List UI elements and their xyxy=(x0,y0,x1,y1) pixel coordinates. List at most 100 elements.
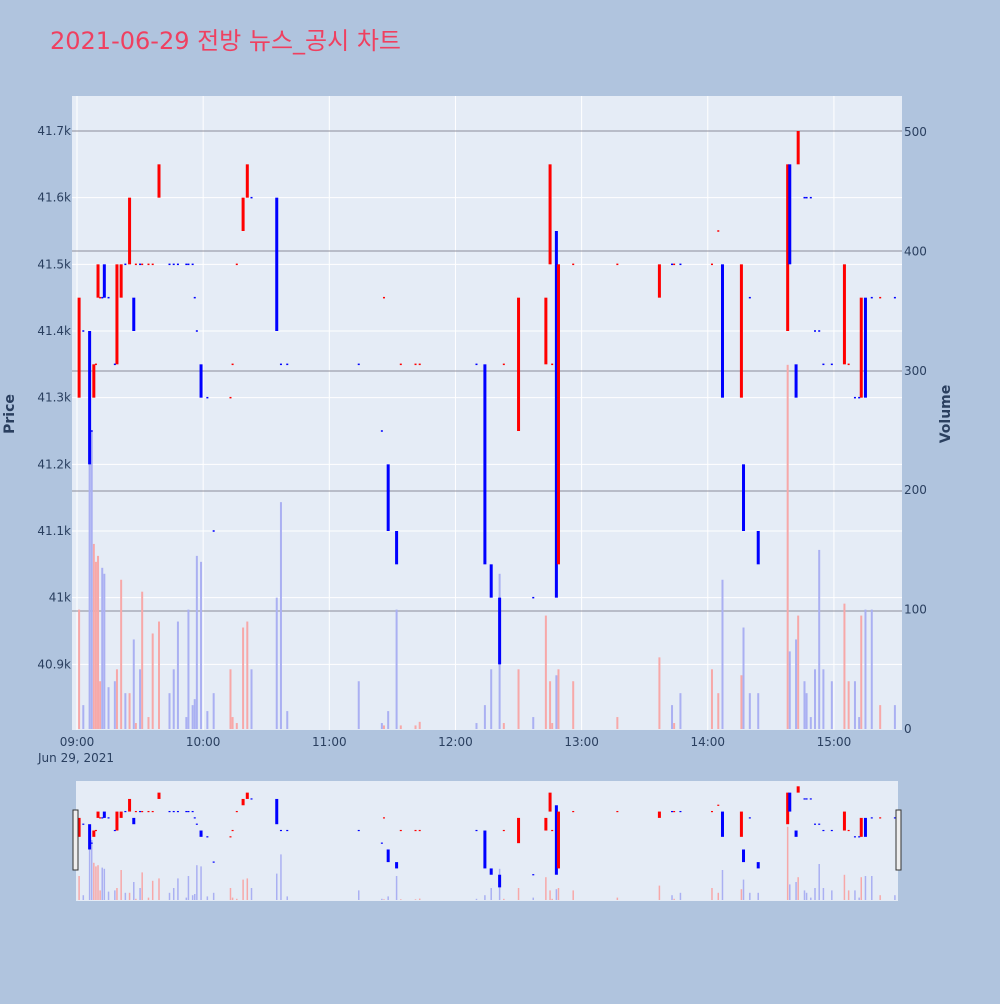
slider-candle xyxy=(128,798,132,812)
volume-bar xyxy=(187,609,190,729)
volume-bar xyxy=(555,675,558,729)
volume-bar xyxy=(185,717,188,729)
volume-bar xyxy=(786,364,789,729)
slider-volume-bar xyxy=(671,895,673,900)
volume-bar xyxy=(788,651,791,729)
slider-volume-bar xyxy=(549,890,551,900)
volume-bar xyxy=(94,561,97,729)
slider-volume-bar xyxy=(414,899,417,900)
volume-bar xyxy=(168,693,171,729)
slider-volume-bar xyxy=(193,894,196,900)
range-slider-left-handle[interactable] xyxy=(72,809,79,871)
slider-volume-bar xyxy=(200,866,202,900)
slider-tick-trade xyxy=(235,810,238,813)
slider-volume-bar xyxy=(114,890,116,900)
y-axis-title: Price xyxy=(2,394,18,434)
volume-bar xyxy=(120,579,123,729)
tick-trade xyxy=(206,396,209,399)
slider-candle xyxy=(386,849,390,863)
candle xyxy=(556,264,560,565)
slider-volume-bar xyxy=(191,895,194,900)
volume-bar xyxy=(231,717,234,729)
volume-bar xyxy=(172,669,175,729)
slider-volume-bar xyxy=(717,892,720,900)
slider-candle xyxy=(92,830,96,837)
volume-bar xyxy=(141,591,144,729)
slider-tick-trade xyxy=(710,810,713,813)
volume-bar xyxy=(740,675,743,729)
slider-volume-bar xyxy=(864,876,867,900)
slider-volume-bar xyxy=(246,878,249,900)
range-slider[interactable] xyxy=(76,781,898,901)
volume-bar xyxy=(380,723,383,729)
slider-tick-trade xyxy=(853,836,856,838)
volume-bar xyxy=(90,430,93,729)
slider-candle xyxy=(395,862,399,869)
slider-volume-bar xyxy=(236,898,238,900)
x-date-label: Jun 29, 2021 xyxy=(37,751,114,765)
slider-volume-bar xyxy=(196,865,198,900)
slider-tick-trade xyxy=(107,817,110,819)
slider-candle xyxy=(786,792,790,825)
volume-bar xyxy=(797,615,800,729)
candle xyxy=(554,231,558,598)
slider-candle xyxy=(554,805,558,875)
slider-tick-trade xyxy=(139,810,142,813)
volume-bar xyxy=(193,699,196,729)
slider-volume-bar xyxy=(93,862,95,900)
slider-volume-bar xyxy=(99,890,101,900)
tick-trade xyxy=(382,296,385,299)
slider-candle xyxy=(657,811,661,818)
y-tick-label: 41.2k xyxy=(37,457,71,471)
slider-volume-bar xyxy=(275,873,278,900)
range-slider-right-handle[interactable] xyxy=(895,809,902,871)
plot-area[interactable] xyxy=(72,96,902,730)
y-tick-label: 41.4k xyxy=(37,324,71,338)
slider-tick-trade xyxy=(679,810,682,813)
tick-trade xyxy=(814,330,816,332)
slider-candle xyxy=(88,824,92,850)
volume-bar xyxy=(151,633,154,729)
slider-volume-bar xyxy=(400,899,402,900)
y-tick-label: 41.7k xyxy=(37,124,71,138)
slider-volume-bar xyxy=(95,866,97,900)
volume-bar xyxy=(818,549,821,729)
slider-tick-trade xyxy=(172,810,175,813)
slider-candle xyxy=(796,786,800,793)
volume-bar xyxy=(557,669,560,729)
tick-trade xyxy=(113,363,116,366)
tick-trade xyxy=(124,263,127,266)
slider-volume-bar xyxy=(555,889,558,900)
slider-tick-trade xyxy=(229,836,232,838)
tick-trade xyxy=(134,263,137,266)
candle xyxy=(739,264,743,398)
volume-bar xyxy=(101,567,104,729)
volume-bar xyxy=(572,681,575,729)
volume-bar xyxy=(748,693,751,729)
slider-candle xyxy=(115,811,119,831)
volume-bar xyxy=(616,717,619,729)
tick-trade xyxy=(82,330,85,332)
tick-trade xyxy=(399,363,402,366)
volume-bar xyxy=(893,705,896,729)
volume-bar xyxy=(830,681,833,729)
slider-volume-bar xyxy=(847,890,850,900)
tick-trade xyxy=(286,363,289,366)
slider-candle xyxy=(102,811,106,818)
volume-bar xyxy=(279,502,282,729)
y-tick-label: 41.1k xyxy=(37,524,71,538)
slider-candle xyxy=(739,811,743,837)
slider-volume-bar xyxy=(101,867,103,900)
volume-bar xyxy=(103,573,106,729)
candle xyxy=(796,131,800,165)
candles xyxy=(77,131,896,665)
candle xyxy=(756,531,760,565)
tick-trade xyxy=(803,196,806,199)
slider-tick-trade xyxy=(673,810,676,813)
volume-bar xyxy=(132,639,135,729)
x-tick-label: 10:00 xyxy=(186,735,221,749)
slider-volume-bar xyxy=(721,870,724,900)
slider-candle xyxy=(548,792,552,812)
slider-volume-bar xyxy=(658,885,661,900)
tick-trade xyxy=(212,530,215,532)
